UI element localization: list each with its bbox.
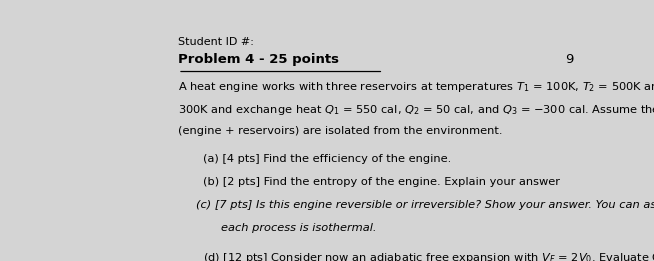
Text: (d) [12 pts] Consider now an adiabatic free expansion with $V_F$ = 2$V_0$. Evalu: (d) [12 pts] Consider now an adiabatic f… bbox=[203, 251, 654, 261]
Text: Student ID #:: Student ID #: bbox=[178, 37, 254, 47]
Text: (c) [7 pts] Is this engine reversible or irreversible? Show your answer. You can: (c) [7 pts] Is this engine reversible or… bbox=[196, 200, 654, 210]
Text: Problem 4 - 25 points: Problem 4 - 25 points bbox=[178, 54, 339, 67]
Text: (a) [4 pts] Find the efficiency of the engine.: (a) [4 pts] Find the efficiency of the e… bbox=[203, 153, 452, 163]
Text: each process is isothermal.: each process is isothermal. bbox=[221, 223, 377, 233]
Text: (b) [2 pts] Find the entropy of the engine. Explain your answer: (b) [2 pts] Find the entropy of the engi… bbox=[203, 177, 560, 187]
Text: A heat engine works with three reservoirs at temperatures $T_1$ = 100K, $T_2$ = : A heat engine works with three reservoir… bbox=[178, 80, 654, 93]
Text: 300K and exchange heat $Q_1$ = 550 cal, $Q_2$ = 50 cal, and $Q_3$ = $-$300 cal. : 300K and exchange heat $Q_1$ = 550 cal, … bbox=[178, 103, 654, 117]
Text: (engine + reservoirs) are isolated from the environment.: (engine + reservoirs) are isolated from … bbox=[178, 126, 502, 136]
Text: 9: 9 bbox=[565, 54, 574, 67]
